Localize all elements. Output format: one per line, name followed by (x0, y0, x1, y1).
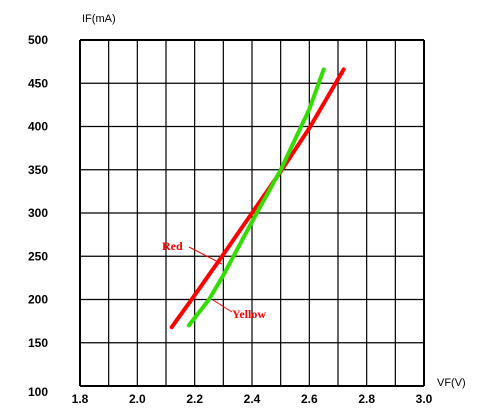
series-label-yellow: Yellow (232, 307, 266, 321)
yellow-label-leader (212, 299, 233, 313)
x-tick-label: 2.0 (129, 392, 146, 406)
series-label-red: Red (162, 239, 183, 253)
y-tick-label: 350 (28, 163, 48, 177)
series-line-yellow (186, 67, 326, 328)
x-tick-label: 2.4 (244, 392, 261, 406)
y-tick-label: 100 (28, 385, 48, 399)
tick-labels: 1.8 2.0 2.2 2.4 2.6 2.8 3.0 100 150 200 250 300 350 4… (28, 33, 433, 406)
y-axis-label: IF(mA) (82, 13, 116, 25)
x-tick-label: 2.2 (186, 392, 203, 406)
y-tick-label: 150 (28, 336, 48, 350)
x-tick-label: 3.0 (416, 392, 433, 406)
x-tick-label: 2.6 (301, 392, 318, 406)
y-tick-label: 200 (28, 293, 48, 307)
y-tick-label: 500 (28, 33, 48, 47)
series-line-red (169, 67, 346, 330)
x-tick-label: 1.8 (72, 392, 89, 406)
red-label-leader (188, 246, 223, 265)
y-tick-label: 250 (28, 249, 48, 263)
y-tick-label: 300 (28, 206, 48, 220)
y-tick-label: 400 (28, 120, 48, 134)
y-tick-label: 450 (28, 76, 48, 90)
x-axis-label: VF(V) (437, 377, 466, 389)
x-tick-label: 2.8 (358, 392, 375, 406)
series-labels: Red Yellow (162, 239, 266, 321)
series-layer (169, 67, 346, 330)
